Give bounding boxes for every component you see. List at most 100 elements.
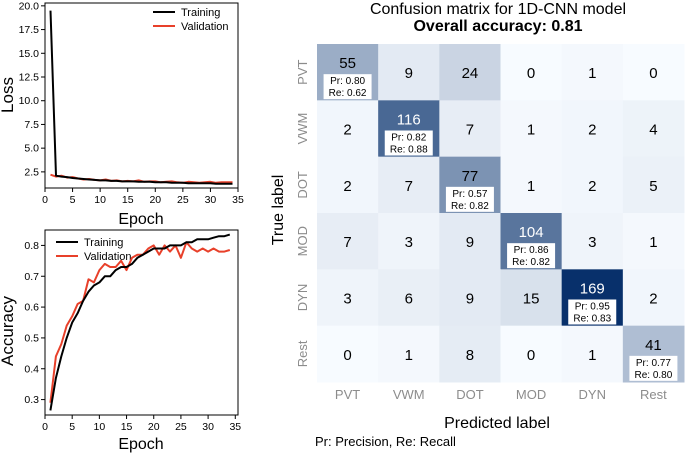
cm-cell [622,213,685,270]
cm-cell-value: 0 [649,65,657,82]
cm-row-label: Rest [295,340,310,367]
cm-cell-value: 1 [527,178,535,195]
accuracy-ylabel: Accuracy [0,296,17,366]
plot-frame [44,229,239,416]
cm-metric-box [629,355,678,381]
cm-cell [500,156,563,214]
cm-cell-value: 24 [462,65,479,82]
cm-cell [439,325,501,383]
cm-cell [378,44,440,101]
x-tick-label: 35 [232,194,244,206]
x-tick-label: 25 [175,421,187,433]
cm-cell [317,100,379,158]
x-tick-label: 15 [122,194,134,206]
cm-recall: Re: 0.80 [635,370,673,381]
cm-cell [500,44,563,101]
cm-cell [622,44,685,101]
cm-footnote: Pr: Precision, Re: Recall [315,434,456,449]
cm-metric-box [507,243,556,269]
cm-cell-value: 0 [527,65,535,82]
series-line-training [49,10,233,185]
cm-cell [317,213,379,270]
cm-cell [561,44,624,101]
cm-cell [622,100,685,158]
cm-cell-value: 7 [405,178,413,195]
cm-cell [622,269,685,327]
cm-ylabel: True label [270,175,287,246]
cm-cell-value: 0 [343,347,351,364]
cm-cell [439,44,501,101]
series-line-training [49,233,231,411]
y-tick-label: 12.5 [19,72,40,84]
cm-col-label: DOT [456,387,484,402]
cm-cell-value: 1 [649,234,657,251]
cm-cell-value: 116 [397,112,421,129]
cm-cell-value: 1 [527,122,535,139]
cm-recall: Re: 0.88 [390,145,428,156]
x-tick-label: 15 [121,421,133,433]
confusion-matrix: Confusion matrix for 1D-CNN model Overal… [270,1,685,449]
x-tick-label: 35 [229,421,241,433]
cm-cell-value: 9 [405,65,413,82]
cm-col-label: Rest [640,387,667,402]
cm-recall: Re: 0.83 [573,314,611,325]
cm-cell-value: 3 [405,234,413,251]
cm-precision: Pr: 0.86 [514,245,549,256]
cm-cell [439,100,501,158]
y-tick-label: 7.5 [24,119,39,131]
accuracy-legend: Training Validation [56,237,132,263]
cm-cell [439,269,501,327]
x-tick-label: 25 [177,194,189,206]
cm-cell-value: 2 [343,178,351,195]
cm-cell-value: 104 [519,224,544,241]
cm-recall: Re: 0.62 [329,88,367,99]
x-tick-label: 5 [69,421,75,433]
cm-cell-value: 2 [588,178,596,195]
cm-recall: Re: 0.82 [451,201,489,212]
y-tick-label: 0.4 [24,363,39,375]
cm-cell-value: 7 [466,122,474,139]
cm-cell-value: 9 [466,291,474,308]
y-tick-label: 0.5 [24,332,39,344]
cm-metric-box [323,74,372,100]
loss-ylabel: Loss [0,77,17,113]
cm-cell [378,269,440,327]
cm-subtitle: Overall accuracy: 0.81 [413,18,582,35]
cm-title: Confusion matrix for 1D-CNN model [370,1,626,18]
cm-cell [561,100,624,158]
cm-cell-value: 7 [343,234,351,251]
cm-cell [561,213,624,270]
cm-cell-value: 1 [405,347,413,364]
cm-cell-value: 8 [466,347,474,364]
cm-cell [561,156,624,214]
cm-row-label: PVT [295,59,310,84]
cm-cell-value: 1 [588,65,596,82]
y-tick-label: 17.5 [19,24,40,36]
cm-cell [622,156,685,214]
cm-precision: Pr: 0.57 [452,189,487,200]
loss-legend: Training Validation [153,7,229,33]
x-tick-label: 5 [70,194,76,206]
accuracy-xlabel: Epoch [118,436,163,453]
y-tick-label: 0.7 [24,271,39,283]
cm-metric-box [568,299,617,325]
cm-cell-value: 5 [649,178,657,195]
cm-cell-value: 4 [649,122,657,139]
legend-label-training: Training [181,7,220,19]
cm-cell [378,213,440,270]
x-tick-label: 30 [205,194,217,206]
legend-label-validation: Validation [84,251,132,263]
cm-cell-value: 3 [588,234,596,251]
cm-col-label: PVT [335,387,360,402]
cm-cell [317,325,379,383]
y-tick-label: 5.0 [24,143,39,155]
cm-cell [500,325,563,383]
cm-cell-value: 169 [580,281,605,298]
cm-cell-value: 77 [462,168,479,185]
cm-cell-value: 6 [405,291,413,308]
cm-cell [317,156,379,214]
cm-cell [500,269,563,327]
accuracy-chart: Accuracy Epoch Training Validation 0 5 10 15… [0,229,241,453]
cm-row-label: VWM [295,113,310,145]
